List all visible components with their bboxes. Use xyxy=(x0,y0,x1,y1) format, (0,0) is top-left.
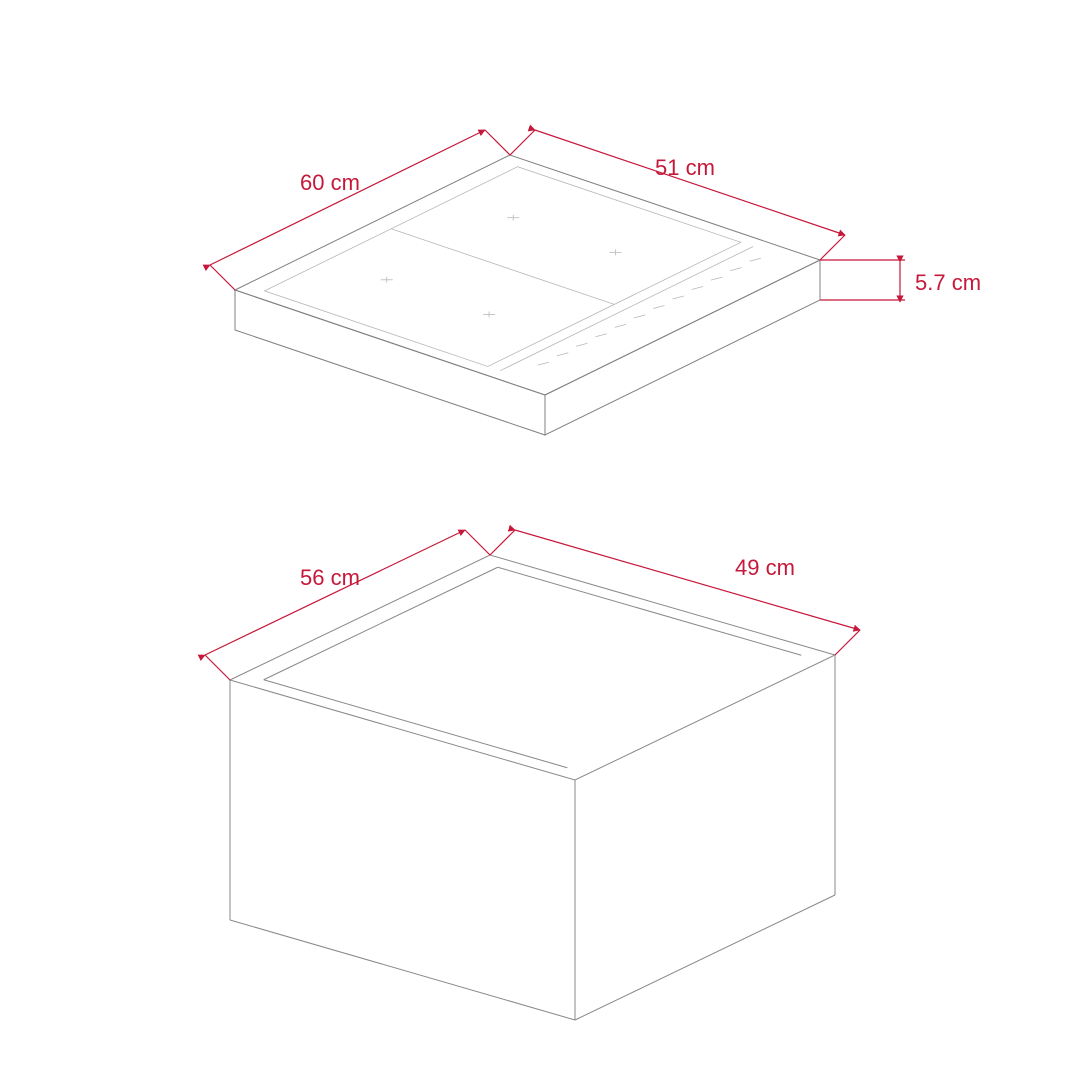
cutout-dim-width: 56 cm xyxy=(205,530,490,680)
cooktop-depth-label: 51 cm xyxy=(655,155,715,180)
cooktop-dim-width: 60 cm xyxy=(210,130,510,290)
cutout-width-label: 56 cm xyxy=(300,565,360,590)
cooktop-dim-depth: 51 cm xyxy=(510,130,845,260)
cutout-depth-label: 49 cm xyxy=(735,555,795,580)
cutout-isometric xyxy=(230,555,835,1020)
cooktop-height-label: 5.7 cm xyxy=(915,270,981,295)
cooktop-dim-height: 5.7 cm xyxy=(820,260,981,302)
cooktop-width-label: 60 cm xyxy=(300,170,360,195)
technical-drawing: 60 cm 51 cm 5.7 cm 56 cm 49 cm xyxy=(0,0,1080,1080)
cutout-dim-depth: 49 cm xyxy=(490,530,860,655)
